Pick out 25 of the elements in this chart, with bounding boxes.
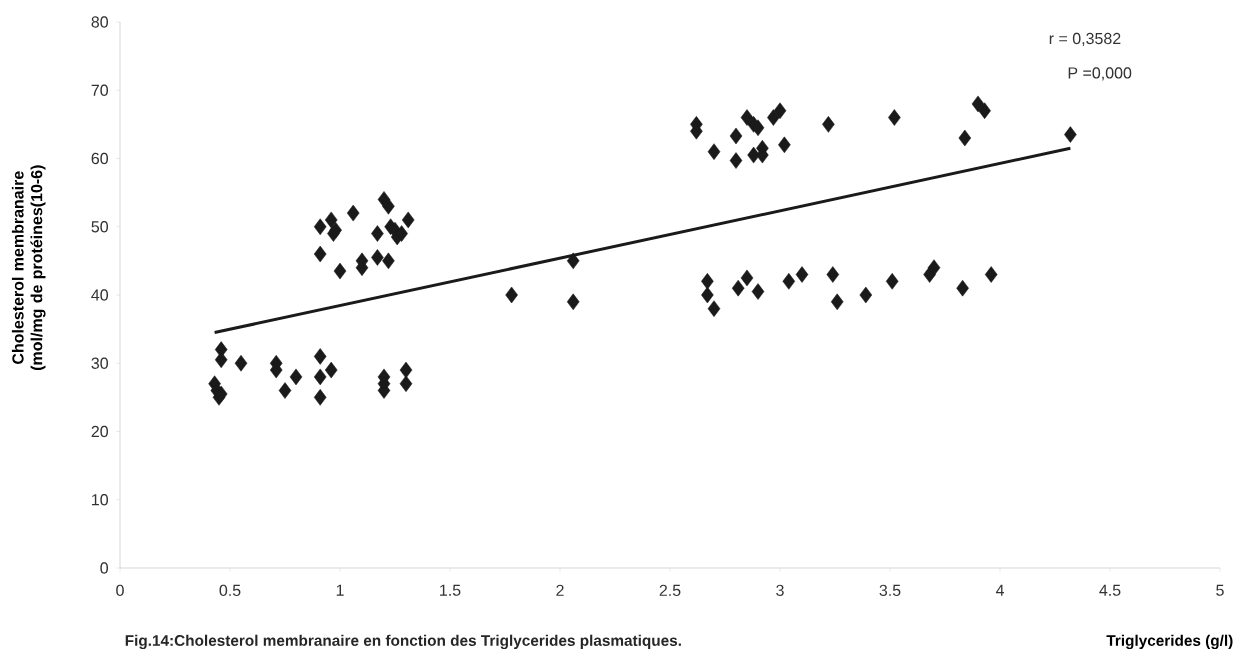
y-tick-label: 10 bbox=[92, 494, 109, 506]
annotation: P =0,000 bbox=[1068, 67, 1132, 81]
y-tick-label: 70 bbox=[91, 84, 109, 96]
annotation: r = 0,3582 bbox=[1049, 32, 1121, 47]
y-tick-label: 0 bbox=[100, 562, 109, 574]
x-tick-label: 1 bbox=[336, 584, 344, 596]
x-tick-label: 5 bbox=[1216, 584, 1224, 596]
y-tick-label: 80 bbox=[91, 16, 109, 28]
y-tick-label: 60 bbox=[91, 152, 109, 165]
caption: Fig.14:Cholesterol membranaire en fonction des Triglycerides plasmatiques. bbox=[125, 634, 681, 650]
y-tick-label: 20 bbox=[91, 425, 109, 438]
x-tick-label: 4.5 bbox=[1099, 584, 1121, 596]
x-tick-label: 2 bbox=[556, 584, 564, 596]
y-axis-title: Cholesterol membranaire (mol/mg de protéines(10-6) bbox=[11, 165, 46, 371]
x-tick-label: 1.5 bbox=[440, 584, 461, 596]
y-tick-label: 40 bbox=[91, 289, 109, 301]
x-tick-label: 3.5 bbox=[879, 584, 901, 597]
y-tick-label: 30 bbox=[91, 357, 109, 369]
x-axis-title: Triglycerides (g/l) bbox=[1106, 634, 1233, 650]
x-tick-label: 4 bbox=[995, 584, 1004, 596]
y-tick-label: 50 bbox=[91, 221, 109, 233]
x-tick-label: 0.5 bbox=[219, 584, 241, 597]
x-tick-label: 3 bbox=[776, 584, 784, 597]
x-tick-label: 2.5 bbox=[659, 584, 681, 597]
x-tick-label: 0 bbox=[116, 584, 124, 597]
